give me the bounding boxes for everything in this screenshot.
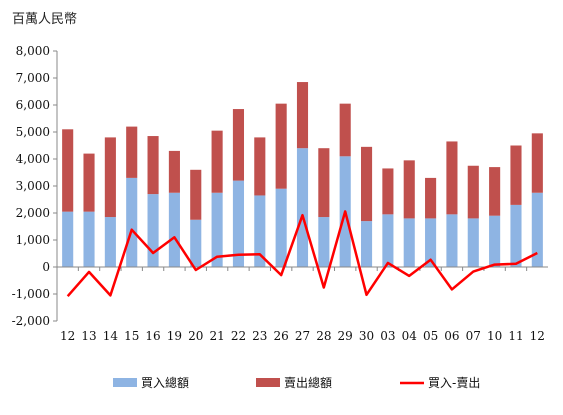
y-unit-label: 百萬人民幣 bbox=[12, 12, 78, 27]
x-tick-label: 30 bbox=[359, 329, 374, 343]
bar-sell bbox=[232, 109, 245, 181]
y-tick-label: 5,000 bbox=[16, 125, 50, 139]
x-tick-label: 22 bbox=[231, 329, 246, 343]
bar-sell bbox=[168, 150, 180, 193]
bar-sell bbox=[275, 103, 287, 189]
bar-buy bbox=[83, 211, 95, 267]
bar-buy bbox=[467, 218, 479, 267]
y-tick-label: 8,000 bbox=[16, 44, 50, 58]
y-tick-label: 1,000 bbox=[16, 233, 50, 247]
bar-sell bbox=[62, 129, 74, 212]
bar-sell bbox=[467, 165, 479, 219]
legend-label-sell: 賣出總額 bbox=[284, 375, 332, 390]
x-tick-label: 15 bbox=[124, 329, 139, 343]
bar-sell bbox=[382, 168, 394, 215]
x-tick-label: 03 bbox=[380, 329, 395, 343]
bar-buy bbox=[403, 218, 415, 267]
x-tick-label: 23 bbox=[252, 329, 267, 343]
y-tick-label: 7,000 bbox=[16, 71, 50, 85]
bar-buy bbox=[425, 218, 437, 267]
y-tick-label: -1,000 bbox=[12, 287, 50, 301]
x-tick-label: 14 bbox=[103, 329, 119, 343]
bar-sell bbox=[360, 146, 373, 222]
x-tick-label: 26 bbox=[274, 329, 289, 343]
y-tick-label: 2,000 bbox=[16, 206, 50, 220]
x-tick-label: 21 bbox=[209, 329, 224, 343]
bar-sell bbox=[510, 145, 522, 205]
bar-sell bbox=[147, 136, 159, 195]
bar-sell bbox=[339, 103, 351, 157]
x-tick-label: 16 bbox=[145, 329, 160, 343]
legend-swatch-sell bbox=[256, 378, 280, 387]
legend-swatch-buy bbox=[113, 378, 137, 387]
bar-buy bbox=[446, 214, 458, 267]
bar-sell bbox=[403, 160, 415, 219]
x-tick-label: 05 bbox=[423, 329, 438, 343]
x-tick-label: 11 bbox=[508, 329, 523, 343]
bar-buy bbox=[190, 219, 202, 267]
bar-sell bbox=[531, 133, 543, 193]
x-tick-label: 12 bbox=[60, 329, 75, 343]
x-tick-label: 10 bbox=[487, 329, 502, 343]
bar-sell bbox=[254, 137, 266, 196]
bar-buy bbox=[211, 192, 223, 267]
bar-sell bbox=[425, 177, 437, 219]
x-tick-label: 20 bbox=[188, 329, 203, 343]
bar-buy bbox=[254, 195, 266, 267]
x-tick-label: 06 bbox=[444, 329, 459, 343]
bar-buy bbox=[147, 194, 159, 267]
bar-buy bbox=[232, 180, 245, 267]
bar-buy bbox=[510, 204, 522, 267]
bar-sell bbox=[446, 141, 458, 215]
bar-sell bbox=[83, 153, 95, 212]
x-tick-label: 27 bbox=[295, 329, 310, 343]
x-tick-label: 13 bbox=[81, 329, 96, 343]
y-tick-label: 3,000 bbox=[16, 179, 50, 193]
y-tick-label: 0 bbox=[42, 260, 50, 274]
y-tick-label: -2,000 bbox=[12, 314, 50, 328]
bar-sell bbox=[126, 126, 138, 178]
x-tick-label: 28 bbox=[316, 329, 331, 343]
x-tick-label: 07 bbox=[466, 329, 481, 343]
y-tick-label: 6,000 bbox=[16, 98, 50, 112]
legend-label-buy: 買入總額 bbox=[141, 375, 189, 390]
x-tick-label: 12 bbox=[530, 329, 545, 343]
bar-buy bbox=[126, 177, 138, 267]
bar-sell bbox=[104, 137, 116, 218]
bar-buy bbox=[168, 192, 180, 267]
y-tick-label: 4,000 bbox=[16, 152, 50, 166]
bar-sell bbox=[318, 148, 330, 218]
bar-buy bbox=[275, 188, 287, 267]
bar-buy bbox=[531, 192, 543, 267]
bar-buy bbox=[62, 211, 74, 267]
bar-buy bbox=[104, 217, 116, 267]
bar-sell bbox=[296, 82, 309, 149]
bar-buy bbox=[382, 214, 394, 267]
bar-sell bbox=[190, 169, 202, 220]
bar-sell bbox=[211, 130, 223, 193]
x-tick-label: 29 bbox=[338, 329, 353, 343]
bar-buy bbox=[360, 221, 373, 267]
x-tick-label: 19 bbox=[167, 329, 182, 343]
bar-buy bbox=[296, 148, 309, 267]
x-tick-label: 04 bbox=[402, 329, 418, 343]
bar-sell bbox=[489, 167, 501, 216]
legend-label-net: 買入-賣出 bbox=[428, 375, 480, 390]
bar-buy bbox=[318, 217, 330, 267]
bar-buy bbox=[489, 215, 501, 267]
